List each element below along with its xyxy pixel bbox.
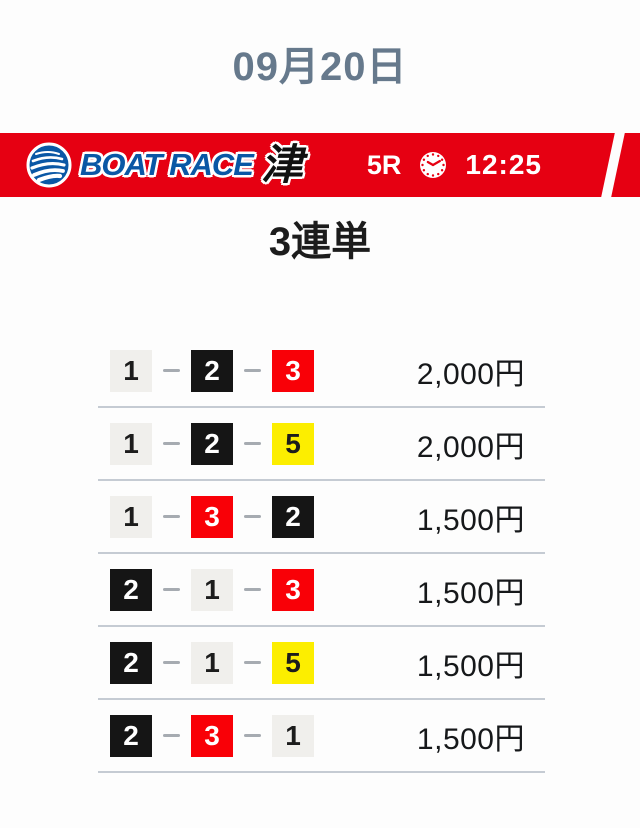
- bet-amount: 1,500円: [416, 576, 525, 610]
- venue-name: 津: [260, 141, 303, 188]
- boat-number-box: 2: [191, 422, 233, 465]
- bet-amount: 2,000円: [416, 357, 525, 391]
- boat-number-box: 3: [191, 495, 233, 538]
- boatrace-logo: BOAT RACE 津: [0, 142, 303, 188]
- boat-number-box: 3: [191, 714, 233, 757]
- dash-separator: [163, 661, 180, 664]
- boat-number-box: 2: [191, 349, 233, 392]
- boat-number-box: 2: [110, 641, 152, 684]
- boat-number-box: 3: [272, 349, 314, 392]
- race-banner: BOAT RACE 津 5R: [0, 133, 640, 197]
- boat-number-box: 2: [272, 495, 314, 538]
- boat-number-box: 1: [191, 641, 233, 684]
- clock-icon: [419, 151, 447, 179]
- boat-number-box: 2: [110, 568, 152, 611]
- dash-separator: [163, 369, 180, 372]
- boatrace-brand-text: BOAT RACE: [80, 147, 254, 182]
- dash-separator: [163, 442, 180, 445]
- boat-number-box: 3: [272, 568, 314, 611]
- dash-separator: [163, 734, 180, 737]
- dash-separator: [244, 369, 261, 372]
- boat-number-box: 5: [272, 641, 314, 684]
- page: 09月20日 BOAT RACE 津 5R: [0, 45, 640, 773]
- dash-separator: [244, 661, 261, 664]
- race-number: 5R: [366, 149, 402, 180]
- boat-number-box: 5: [272, 422, 314, 465]
- dash-separator: [163, 588, 180, 591]
- diagonal-stripe-decoration: [601, 133, 625, 197]
- boat-number-box: 1: [272, 714, 314, 757]
- race-info: 5R: [367, 149, 542, 181]
- dash-separator: [163, 515, 180, 518]
- boat-number-box: 1: [110, 422, 152, 465]
- boat-number-box: 1: [110, 495, 152, 538]
- dash-separator: [244, 588, 261, 591]
- dash-separator: [244, 442, 261, 445]
- deadline-time: 12:25: [465, 149, 542, 180]
- bet-amount: 2,000円: [416, 430, 525, 464]
- bet-amount: 1,500円: [416, 649, 525, 683]
- boat-number-box: 2: [110, 714, 152, 757]
- bet-amount: 1,500円: [416, 722, 525, 756]
- dash-separator: [244, 734, 261, 737]
- bet-type-title: 3連単: [268, 220, 372, 264]
- date-header: 09月20日: [232, 45, 408, 89]
- dash-separator: [244, 515, 261, 518]
- boat-number-box: 1: [110, 349, 152, 392]
- boatrace-swirl-icon: [26, 142, 72, 188]
- boat-number-box: 1: [191, 568, 233, 611]
- bet-amount: 1,500円: [416, 503, 525, 537]
